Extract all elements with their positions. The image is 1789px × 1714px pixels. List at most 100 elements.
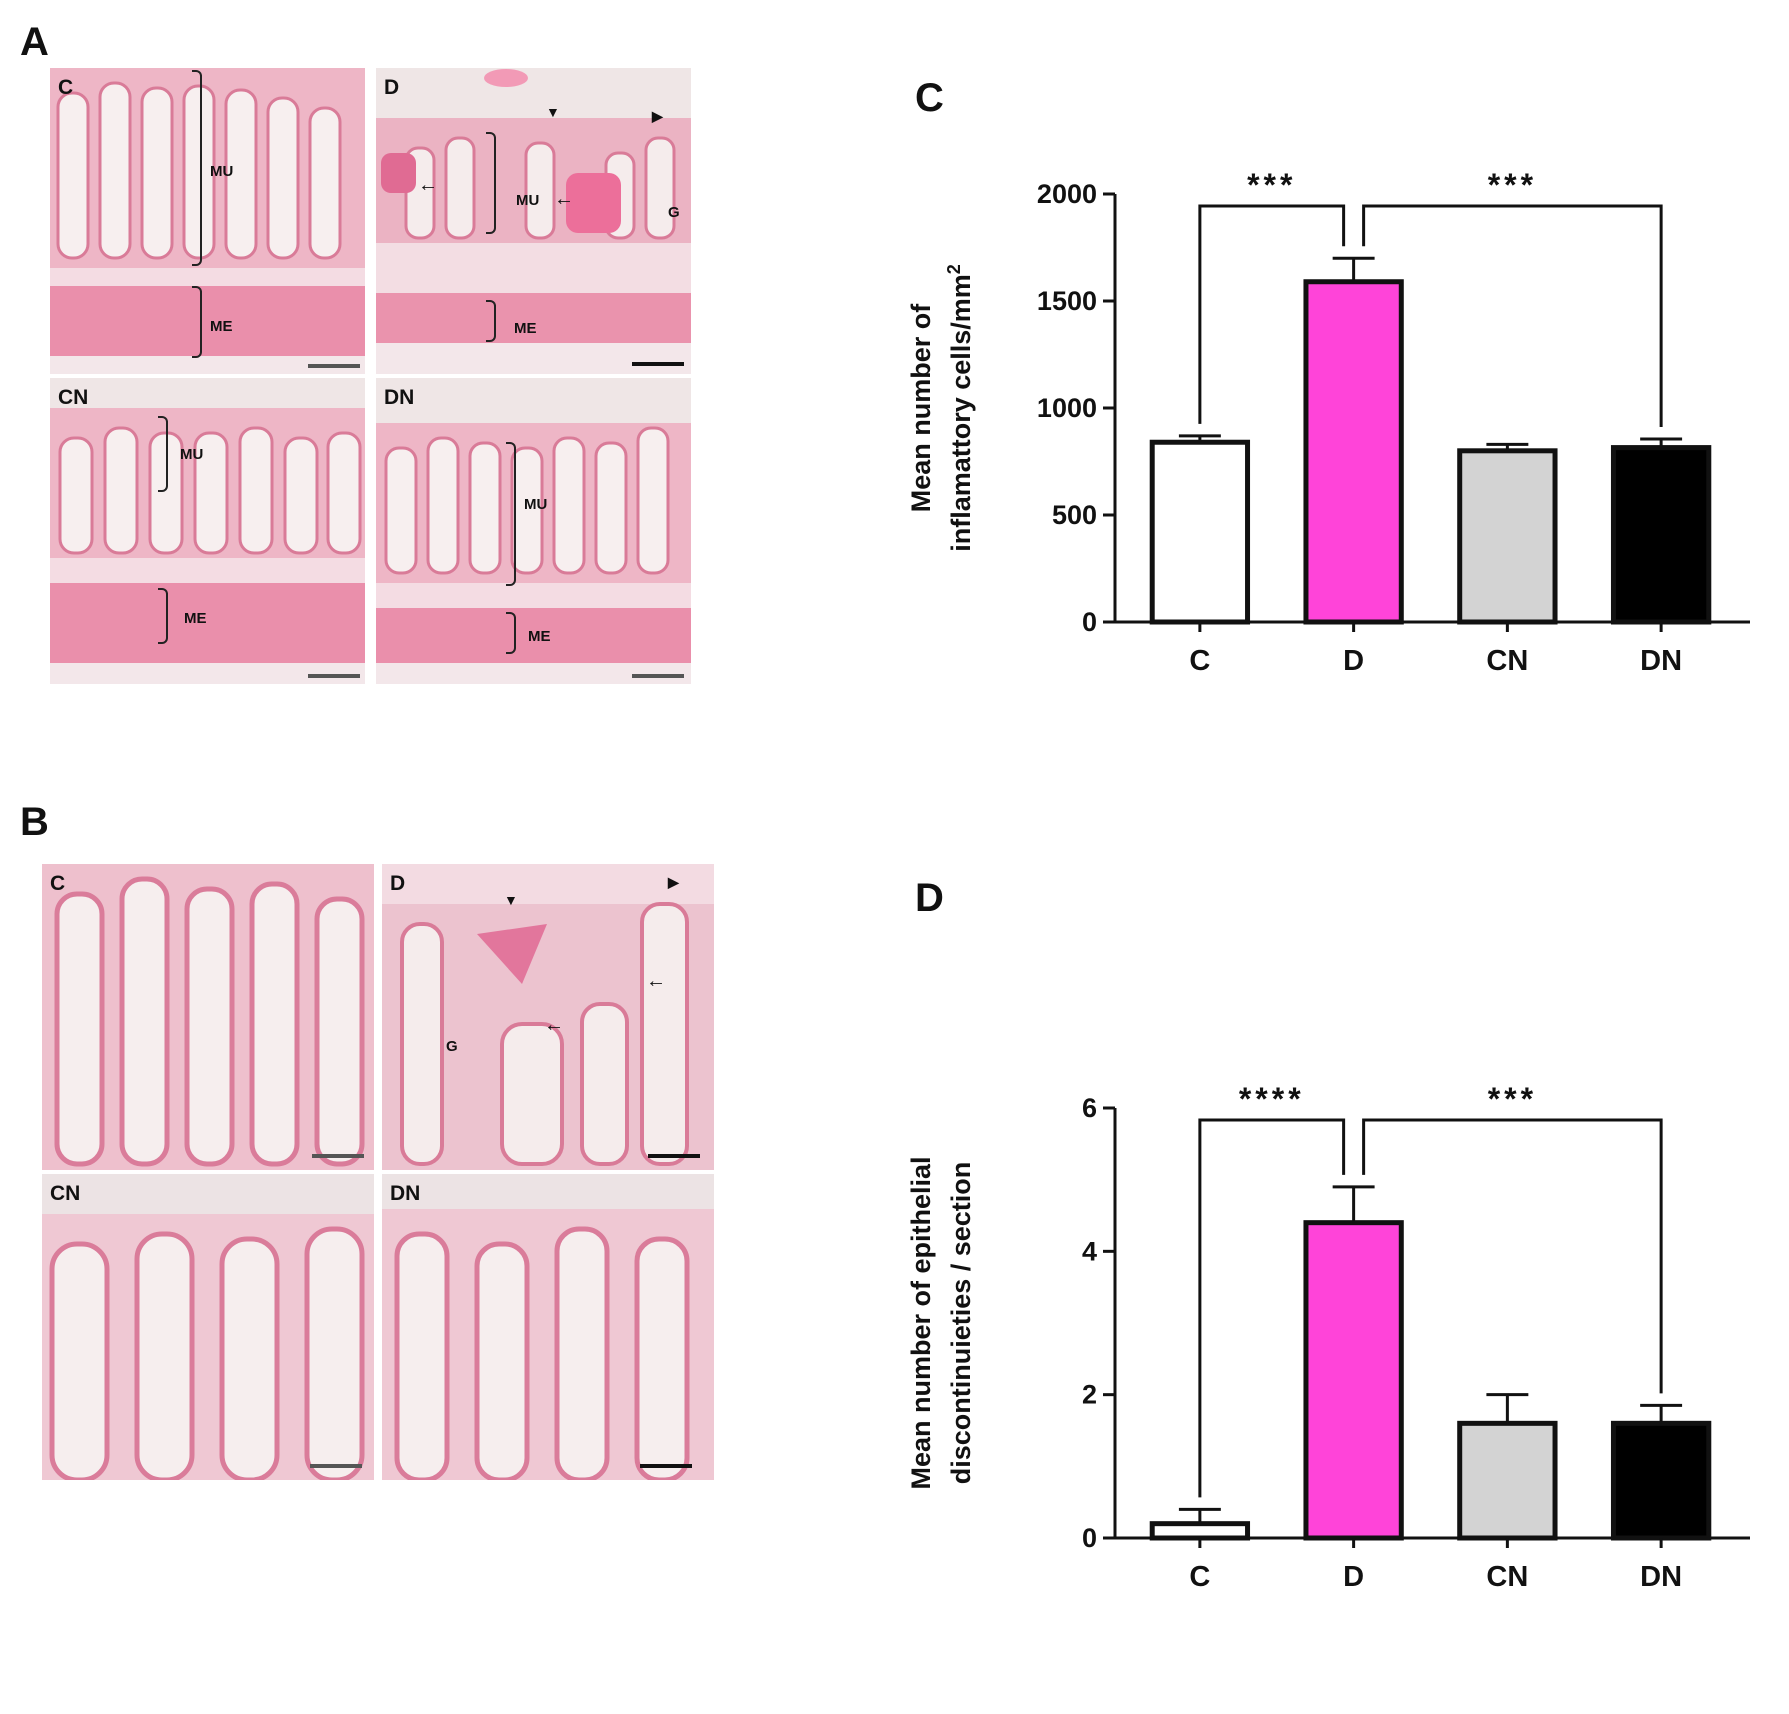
- significance-bracket: [1198, 204, 1346, 424]
- y-axis-label: Mean number of epithelial discontinuietie…: [906, 1156, 976, 1489]
- annotation-g: G: [446, 1038, 458, 1055]
- micrograph-b-d: D G ← ← ▼ ▶: [382, 864, 714, 1170]
- tissue-illustration: [42, 1174, 374, 1480]
- annotation-mu: MU: [210, 163, 234, 180]
- arrowhead-right-icon: ▶: [668, 874, 679, 890]
- annotation-mu: MU: [516, 192, 540, 209]
- y-axis-label-superscript: 2: [944, 264, 964, 274]
- panel-letter-a: A: [20, 20, 49, 64]
- bar-cn: [1457, 448, 1558, 625]
- scale-bar: [312, 1154, 364, 1158]
- x-tick-label: CN: [1486, 645, 1528, 677]
- mucosa-bracket: [506, 442, 516, 586]
- arrow-left-icon: ←: [418, 174, 438, 196]
- micrograph-b-cn: CN: [42, 1174, 374, 1480]
- mucosa-bracket: [158, 416, 168, 492]
- annotation-me: ME: [514, 320, 537, 337]
- bar-c: [1149, 1521, 1251, 1541]
- bar-chart-epithelial-discontinuities: 0 2 4 6 C D CN DN **** *** Mean number of epitheli…: [870, 940, 1760, 1620]
- annotation-mu: MU: [524, 496, 548, 513]
- bar-d: [1303, 279, 1404, 625]
- micrograph-b-dn: DN: [382, 1174, 714, 1480]
- chart-svg: 0 500 1000 1500 2000 C D CN DN *** *** Mean number …: [906, 167, 1750, 677]
- x-tick-label: D: [1343, 1561, 1364, 1593]
- micrograph-a-dn: DN MU ME: [376, 378, 691, 684]
- y-tick-label: 4: [1082, 1236, 1097, 1266]
- significance-label: ***: [1247, 167, 1296, 203]
- significance-bracket: [1362, 204, 1663, 428]
- micrograph-a-d: D MU ME G ← ← ▼ ▶: [376, 68, 691, 374]
- bar-cn: [1457, 1420, 1558, 1541]
- x-tick-label: CN: [1486, 1561, 1528, 1593]
- micrograph-label: C: [50, 872, 66, 895]
- annotation-me: ME: [210, 318, 233, 335]
- annotation-me: ME: [528, 628, 551, 645]
- scale-bar: [308, 364, 360, 368]
- scale-bar: [308, 674, 360, 678]
- y-axis-label-line-2: discontinuieties / section: [946, 1162, 976, 1485]
- bar-dn: [1610, 445, 1712, 625]
- bar-c: [1149, 439, 1251, 625]
- tissue-illustration: [376, 68, 691, 374]
- panel-letter-c: C: [915, 76, 944, 120]
- y-axis-label-line-2: inflamattory cells/mm2: [944, 264, 976, 552]
- bar-d: [1303, 1220, 1404, 1541]
- micrograph-label: CN: [50, 1182, 81, 1205]
- scale-bar: [632, 674, 684, 678]
- significance-bracket: [1198, 1118, 1346, 1498]
- micrograph-b-c: C: [42, 864, 374, 1170]
- y-tick-label: 1000: [1037, 393, 1097, 423]
- annotation-me: ME: [184, 610, 207, 627]
- tissue-illustration: [50, 68, 365, 374]
- tissue-illustration: [376, 378, 691, 684]
- x-tick-label: DN: [1640, 645, 1682, 677]
- y-tick-label: 0: [1082, 607, 1097, 637]
- y-axis-label-line-1: Mean number of epithelial: [906, 1156, 936, 1489]
- y-tick-label: 0: [1082, 1523, 1097, 1553]
- muscularis-bracket: [486, 300, 496, 342]
- y-tick-label: 500: [1052, 500, 1097, 530]
- significance-label: ***: [1488, 167, 1537, 203]
- micrograph-label: CN: [58, 386, 89, 409]
- scale-bar: [648, 1154, 700, 1158]
- y-axis-label-line-1: Mean number of: [906, 303, 936, 513]
- panel-letter-d: D: [915, 876, 944, 920]
- annotation-g: G: [668, 204, 680, 221]
- arrow-left-icon: ←: [646, 970, 666, 992]
- panel-letter-b: B: [20, 800, 49, 844]
- arrowhead-down-icon: ▼: [504, 892, 518, 908]
- micrograph-a-cn: CN MU ME: [50, 378, 365, 684]
- mucosa-bracket: [486, 132, 496, 234]
- micrograph-label: D: [390, 872, 406, 895]
- x-tick-label: DN: [1640, 1561, 1682, 1593]
- y-axis-label: Mean number of inflamattory cells/mm2: [906, 264, 976, 552]
- micrograph-a-c: C MU ME: [50, 68, 365, 374]
- y-tick-label: 2: [1082, 1380, 1097, 1410]
- arrow-left-icon: ←: [554, 188, 574, 210]
- x-tick-label: C: [1189, 1561, 1210, 1593]
- scale-bar: [640, 1464, 692, 1468]
- x-tick-label: C: [1189, 645, 1210, 677]
- significance-bracket: [1362, 1118, 1663, 1394]
- x-tick-label: D: [1343, 645, 1364, 677]
- muscularis-bracket: [192, 286, 202, 358]
- arrow-left-icon: ←: [544, 1014, 564, 1036]
- scale-bar: [310, 1464, 362, 1468]
- arrowhead-down-icon: ▼: [546, 104, 560, 120]
- tissue-illustration: [382, 1174, 714, 1480]
- arrowhead-right-icon: ▶: [652, 108, 663, 124]
- y-tick-label: 2000: [1037, 179, 1097, 209]
- bar-chart-inflammatory-cells: 0 500 1000 1500 2000 C D CN DN *** *** Mean number …: [870, 110, 1760, 720]
- micrograph-label: D: [384, 76, 400, 99]
- tissue-illustration: [42, 864, 374, 1170]
- tissue-illustration: [382, 864, 714, 1170]
- annotation-mu: MU: [180, 446, 204, 463]
- tissue-illustration: [50, 378, 365, 684]
- y-tick-label: 1500: [1037, 286, 1097, 316]
- micrograph-label: DN: [384, 386, 415, 409]
- significance-label: ***: [1488, 1081, 1537, 1117]
- scale-bar: [632, 362, 684, 366]
- y-tick-label: 6: [1082, 1093, 1097, 1123]
- micrograph-label: C: [58, 76, 74, 99]
- muscularis-bracket: [158, 588, 168, 644]
